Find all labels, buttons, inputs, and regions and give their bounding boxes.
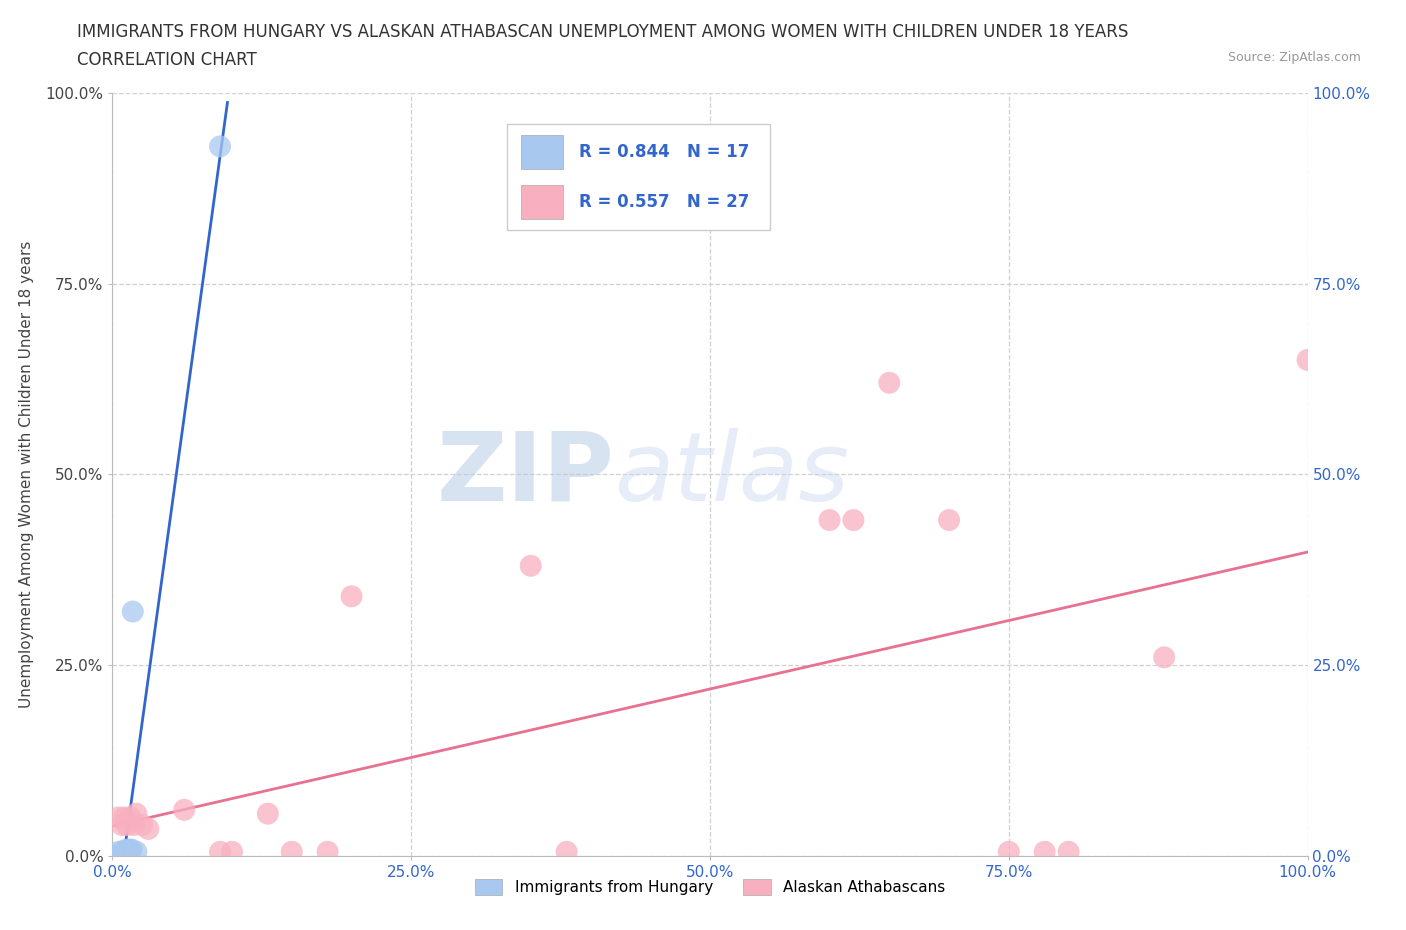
Point bbox=[115, 844, 138, 858]
Point bbox=[131, 817, 153, 832]
Point bbox=[115, 817, 138, 832]
Point bbox=[257, 806, 280, 821]
Point bbox=[120, 843, 142, 857]
Point bbox=[107, 810, 129, 825]
Point bbox=[111, 817, 134, 832]
Point bbox=[110, 846, 132, 861]
Text: R = 0.844   N = 17: R = 0.844 N = 17 bbox=[579, 143, 749, 161]
Text: ZIP: ZIP bbox=[436, 428, 614, 521]
Point bbox=[125, 844, 148, 859]
Point bbox=[221, 844, 243, 859]
Text: Source: ZipAtlas.com: Source: ZipAtlas.com bbox=[1227, 51, 1361, 64]
Point bbox=[111, 846, 134, 861]
Point bbox=[938, 512, 960, 527]
Point bbox=[316, 844, 339, 859]
Point bbox=[1296, 352, 1319, 367]
Point bbox=[121, 842, 143, 857]
Point bbox=[112, 845, 135, 860]
Point bbox=[818, 512, 841, 527]
Point bbox=[112, 844, 135, 859]
Text: R = 0.557   N = 27: R = 0.557 N = 27 bbox=[579, 193, 749, 211]
Point bbox=[1153, 650, 1175, 665]
Point bbox=[209, 139, 232, 153]
FancyBboxPatch shape bbox=[508, 124, 770, 231]
Point bbox=[117, 842, 139, 857]
Point bbox=[340, 589, 363, 604]
Point bbox=[118, 844, 141, 858]
Point bbox=[114, 843, 135, 857]
Point bbox=[520, 558, 543, 573]
Bar bbox=[522, 135, 562, 169]
Point bbox=[125, 806, 148, 821]
Y-axis label: Unemployment Among Women with Children Under 18 years: Unemployment Among Women with Children U… bbox=[20, 241, 34, 708]
Point bbox=[120, 810, 142, 825]
Point bbox=[1057, 844, 1080, 859]
Point bbox=[107, 844, 129, 859]
Point bbox=[879, 376, 901, 391]
Point bbox=[842, 512, 865, 527]
Legend: Immigrants from Hungary, Alaskan Athabascans: Immigrants from Hungary, Alaskan Athabas… bbox=[468, 873, 952, 901]
Point bbox=[209, 844, 232, 859]
Point bbox=[281, 844, 304, 859]
Point bbox=[114, 810, 135, 825]
Text: atlas: atlas bbox=[614, 428, 849, 521]
Text: CORRELATION CHART: CORRELATION CHART bbox=[77, 51, 257, 69]
Point bbox=[114, 844, 136, 859]
Point bbox=[117, 843, 139, 857]
Text: IMMIGRANTS FROM HUNGARY VS ALASKAN ATHABASCAN UNEMPLOYMENT AMONG WOMEN WITH CHIL: IMMIGRANTS FROM HUNGARY VS ALASKAN ATHAB… bbox=[77, 23, 1129, 41]
Point bbox=[122, 817, 145, 832]
Point bbox=[1033, 844, 1056, 859]
Point bbox=[138, 821, 160, 836]
Point bbox=[121, 604, 143, 619]
Bar bbox=[522, 184, 562, 219]
Point bbox=[998, 844, 1021, 859]
Point bbox=[555, 844, 578, 859]
Point bbox=[173, 803, 195, 817]
Point bbox=[114, 844, 135, 858]
